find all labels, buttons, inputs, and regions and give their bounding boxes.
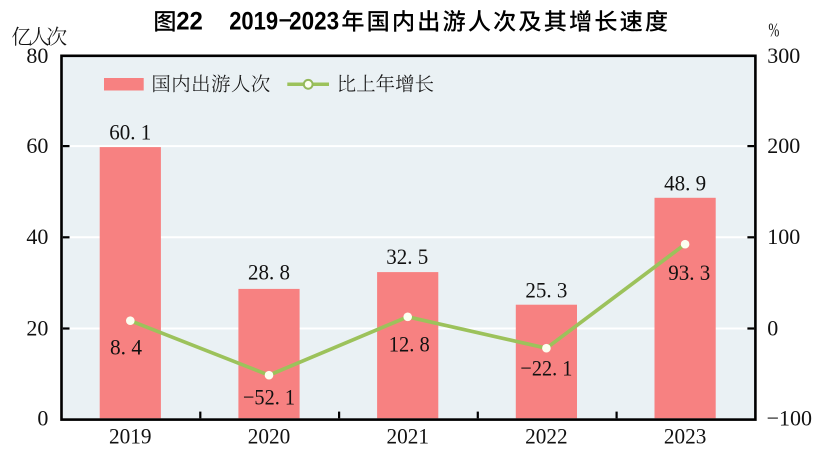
svg-text:2023: 2023 [664,424,707,449]
svg-text:60. 1: 60. 1 [109,119,151,144]
svg-text:22: 22 [176,8,203,36]
svg-text:60: 60 [26,133,48,158]
svg-text:0: 0 [37,406,48,431]
svg-text:32. 5: 32. 5 [386,244,428,269]
svg-text:−100: −100 [767,406,812,431]
svg-text:2020: 2020 [248,424,291,449]
svg-text:20: 20 [26,315,48,340]
svg-text:200: 200 [767,133,800,158]
svg-text:93. 3: 93. 3 [668,260,710,285]
svg-text:100: 100 [767,224,800,249]
svg-text:12. 8: 12. 8 [389,331,430,356]
svg-text:2023: 2023 [289,8,339,36]
svg-text:0: 0 [767,315,778,340]
svg-text:80: 80 [26,43,48,68]
svg-text:40: 40 [26,224,48,249]
svg-text:%: % [768,20,779,41]
svg-text:2021: 2021 [386,424,429,449]
svg-text:48. 9: 48. 9 [664,171,706,196]
svg-text:−22. 1: −22. 1 [520,355,572,380]
svg-text:2022: 2022 [525,424,568,449]
svg-text:−52. 1: −52. 1 [243,385,295,410]
svg-text:2019: 2019 [229,8,278,36]
svg-text:28. 8: 28. 8 [248,260,290,285]
svg-text:25. 3: 25. 3 [525,278,567,303]
svg-text:2019: 2019 [109,424,152,449]
svg-text:300: 300 [767,43,800,68]
svg-text:8. 4: 8. 4 [110,335,142,360]
